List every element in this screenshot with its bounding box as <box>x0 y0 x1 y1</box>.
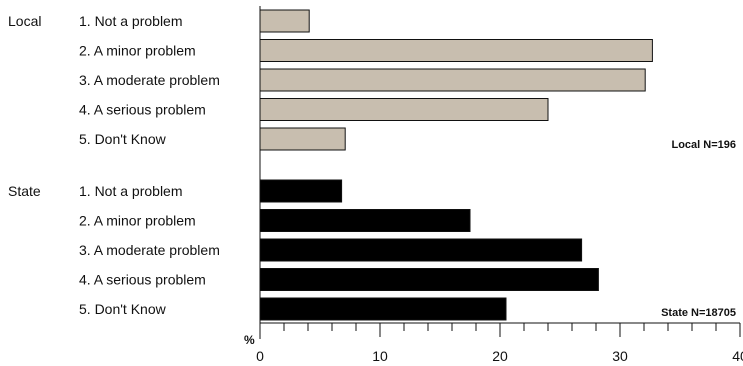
x-tick-label-3: 30 <box>612 348 628 364</box>
category-label-1-3: 4. A serious problem <box>79 272 206 288</box>
category-label-0-3: 4. A serious problem <box>79 102 206 118</box>
category-label-0-1: 2. A minor problem <box>79 43 196 59</box>
category-label-1-1: 2. A minor problem <box>79 213 196 229</box>
bar-0-2 <box>259 68 646 92</box>
n-label-1: State N=18705 <box>661 307 736 319</box>
category-label-0-2: 3. A moderate problem <box>79 72 220 88</box>
x-tick-label-4: 40 <box>732 348 743 364</box>
category-label-0-0: 1. Not a problem <box>79 13 183 29</box>
bar-1-3 <box>259 268 599 291</box>
axis-layer <box>259 6 741 339</box>
category-label-0-4: 5. Don't Know <box>79 131 167 147</box>
x-tick-label-2: 20 <box>492 348 508 364</box>
group-label-0: Local <box>8 13 41 29</box>
x-tick-label-1: 10 <box>372 348 388 364</box>
category-label-1-4: 5. Don't Know <box>79 301 167 317</box>
x-unit-label: % <box>244 333 255 347</box>
bar-1-2 <box>259 238 583 262</box>
category-label-1-2: 3. A moderate problem <box>79 242 220 258</box>
x-tick-label-0: 0 <box>256 348 264 364</box>
bar-1-0 <box>259 179 343 203</box>
bar-1-4 <box>259 297 507 321</box>
n-label-0: Local N=196 <box>671 139 736 151</box>
bar-0-0 <box>259 9 310 33</box>
bar-layer <box>259 9 653 321</box>
bar-1-1 <box>259 209 471 232</box>
bar-0-4 <box>259 127 346 151</box>
group-label-1: State <box>8 183 41 199</box>
category-label-1-0: 1. Not a problem <box>79 183 183 199</box>
bar-0-3 <box>259 98 549 121</box>
label-layer: Local 1. Not a problem 2. A minor problem 3… <box>8 13 743 364</box>
bar-0-1 <box>259 39 653 62</box>
